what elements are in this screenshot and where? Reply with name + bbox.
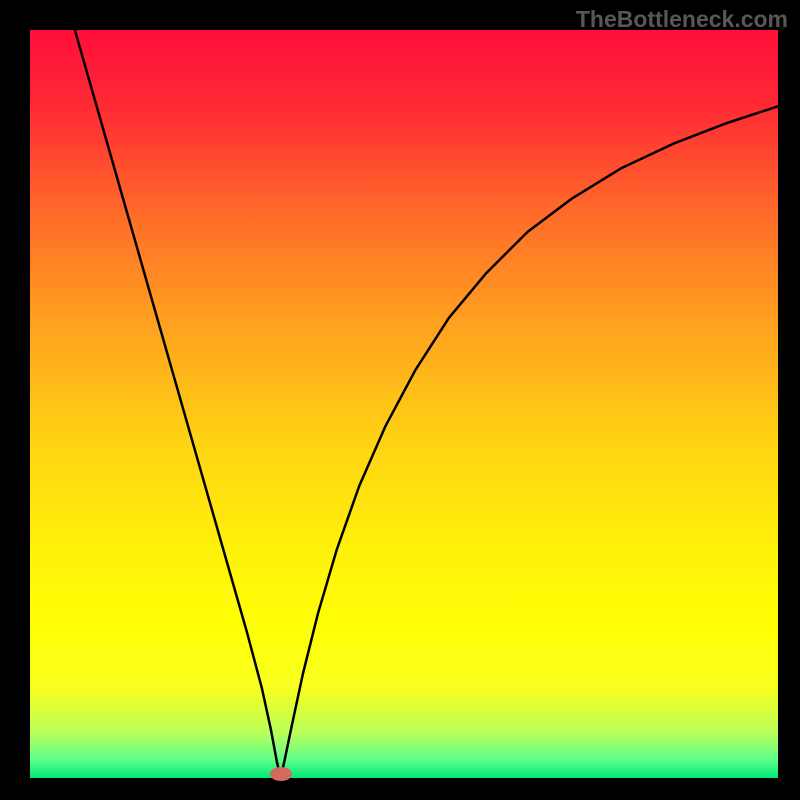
bottleneck-curve-layer [0, 0, 800, 800]
watermark-text: TheBottleneck.com [576, 6, 788, 33]
bottleneck-curve [75, 30, 778, 778]
optimal-point-marker [270, 767, 292, 781]
chart-frame: TheBottleneck.com [0, 0, 800, 800]
